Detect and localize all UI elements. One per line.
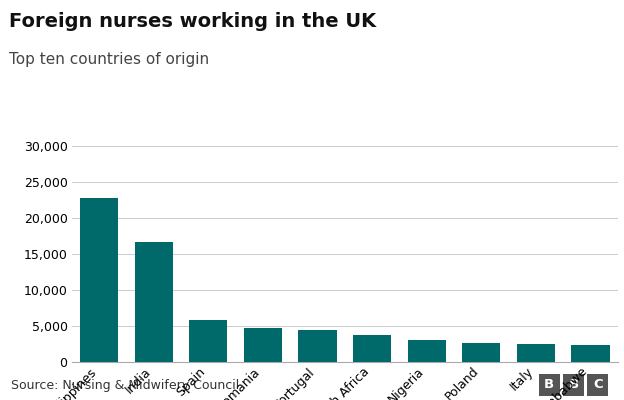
Bar — [462, 343, 500, 362]
Bar — [244, 328, 282, 362]
FancyBboxPatch shape — [539, 374, 560, 396]
Bar — [407, 340, 446, 362]
FancyBboxPatch shape — [563, 374, 584, 396]
Bar — [517, 344, 555, 362]
Bar — [189, 320, 227, 362]
Bar — [135, 242, 173, 362]
Bar — [298, 330, 336, 362]
Text: Foreign nurses working in the UK: Foreign nurses working in the UK — [9, 12, 376, 31]
Text: B: B — [568, 378, 578, 392]
Text: B: B — [544, 378, 554, 392]
Text: Source: Nursing & Midwifery Council: Source: Nursing & Midwifery Council — [11, 378, 240, 392]
Bar — [80, 198, 118, 362]
Bar — [353, 335, 391, 362]
FancyBboxPatch shape — [587, 374, 608, 396]
Bar — [572, 345, 610, 362]
Text: C: C — [593, 378, 603, 392]
Text: Top ten countries of origin: Top ten countries of origin — [9, 52, 210, 67]
